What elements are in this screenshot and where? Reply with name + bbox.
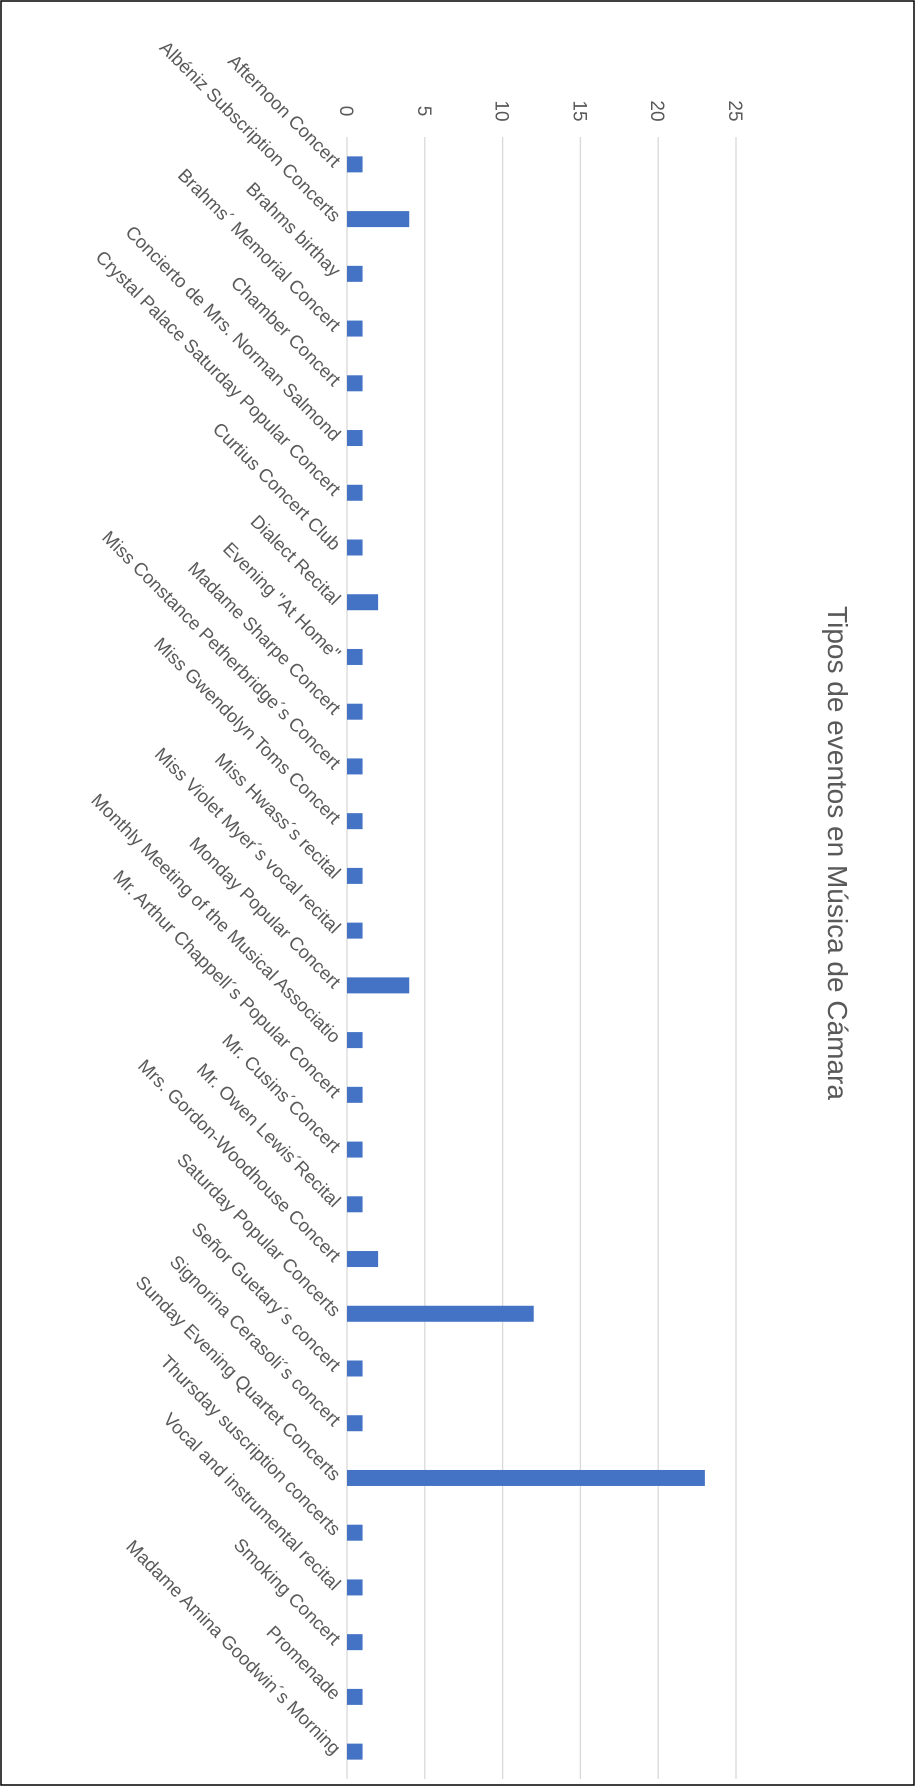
bar xyxy=(346,484,363,501)
value-tick-label: 25 xyxy=(724,100,745,121)
bar xyxy=(346,867,363,884)
bar xyxy=(346,758,363,775)
bar xyxy=(346,539,363,556)
bar xyxy=(346,1086,363,1103)
value-tick-label: 5 xyxy=(413,106,434,117)
bars xyxy=(346,156,705,1760)
bar xyxy=(347,1469,705,1486)
bar xyxy=(346,320,363,337)
bar xyxy=(346,1524,363,1541)
bar xyxy=(346,977,410,994)
bar xyxy=(346,1032,363,1049)
bar xyxy=(346,703,363,720)
bar xyxy=(346,265,363,282)
value-tick-label: 10 xyxy=(491,100,512,121)
bar xyxy=(346,1634,363,1651)
bar xyxy=(346,1743,363,1760)
value-axis: 0 5 10 15 20 25 xyxy=(335,100,745,121)
bar xyxy=(346,211,410,228)
bar xyxy=(346,1251,379,1268)
value-tick-label: 0 xyxy=(335,106,356,117)
bar xyxy=(346,1688,363,1705)
bar xyxy=(346,1141,363,1158)
value-tick-label: 20 xyxy=(646,100,667,121)
bar xyxy=(346,813,363,830)
bar xyxy=(346,1579,363,1596)
bar xyxy=(346,430,363,447)
gridlines xyxy=(346,137,737,1779)
bar xyxy=(346,922,363,939)
bar xyxy=(346,648,363,665)
bar xyxy=(346,1360,363,1377)
bar xyxy=(346,594,379,611)
value-tick-label: 15 xyxy=(568,100,589,121)
bar xyxy=(346,1415,363,1432)
bar xyxy=(347,1305,534,1322)
bar xyxy=(346,1196,363,1213)
chart-title: Tipos de eventos en Música de Cámara xyxy=(822,606,853,1100)
bar xyxy=(346,375,363,392)
bar xyxy=(346,156,363,173)
